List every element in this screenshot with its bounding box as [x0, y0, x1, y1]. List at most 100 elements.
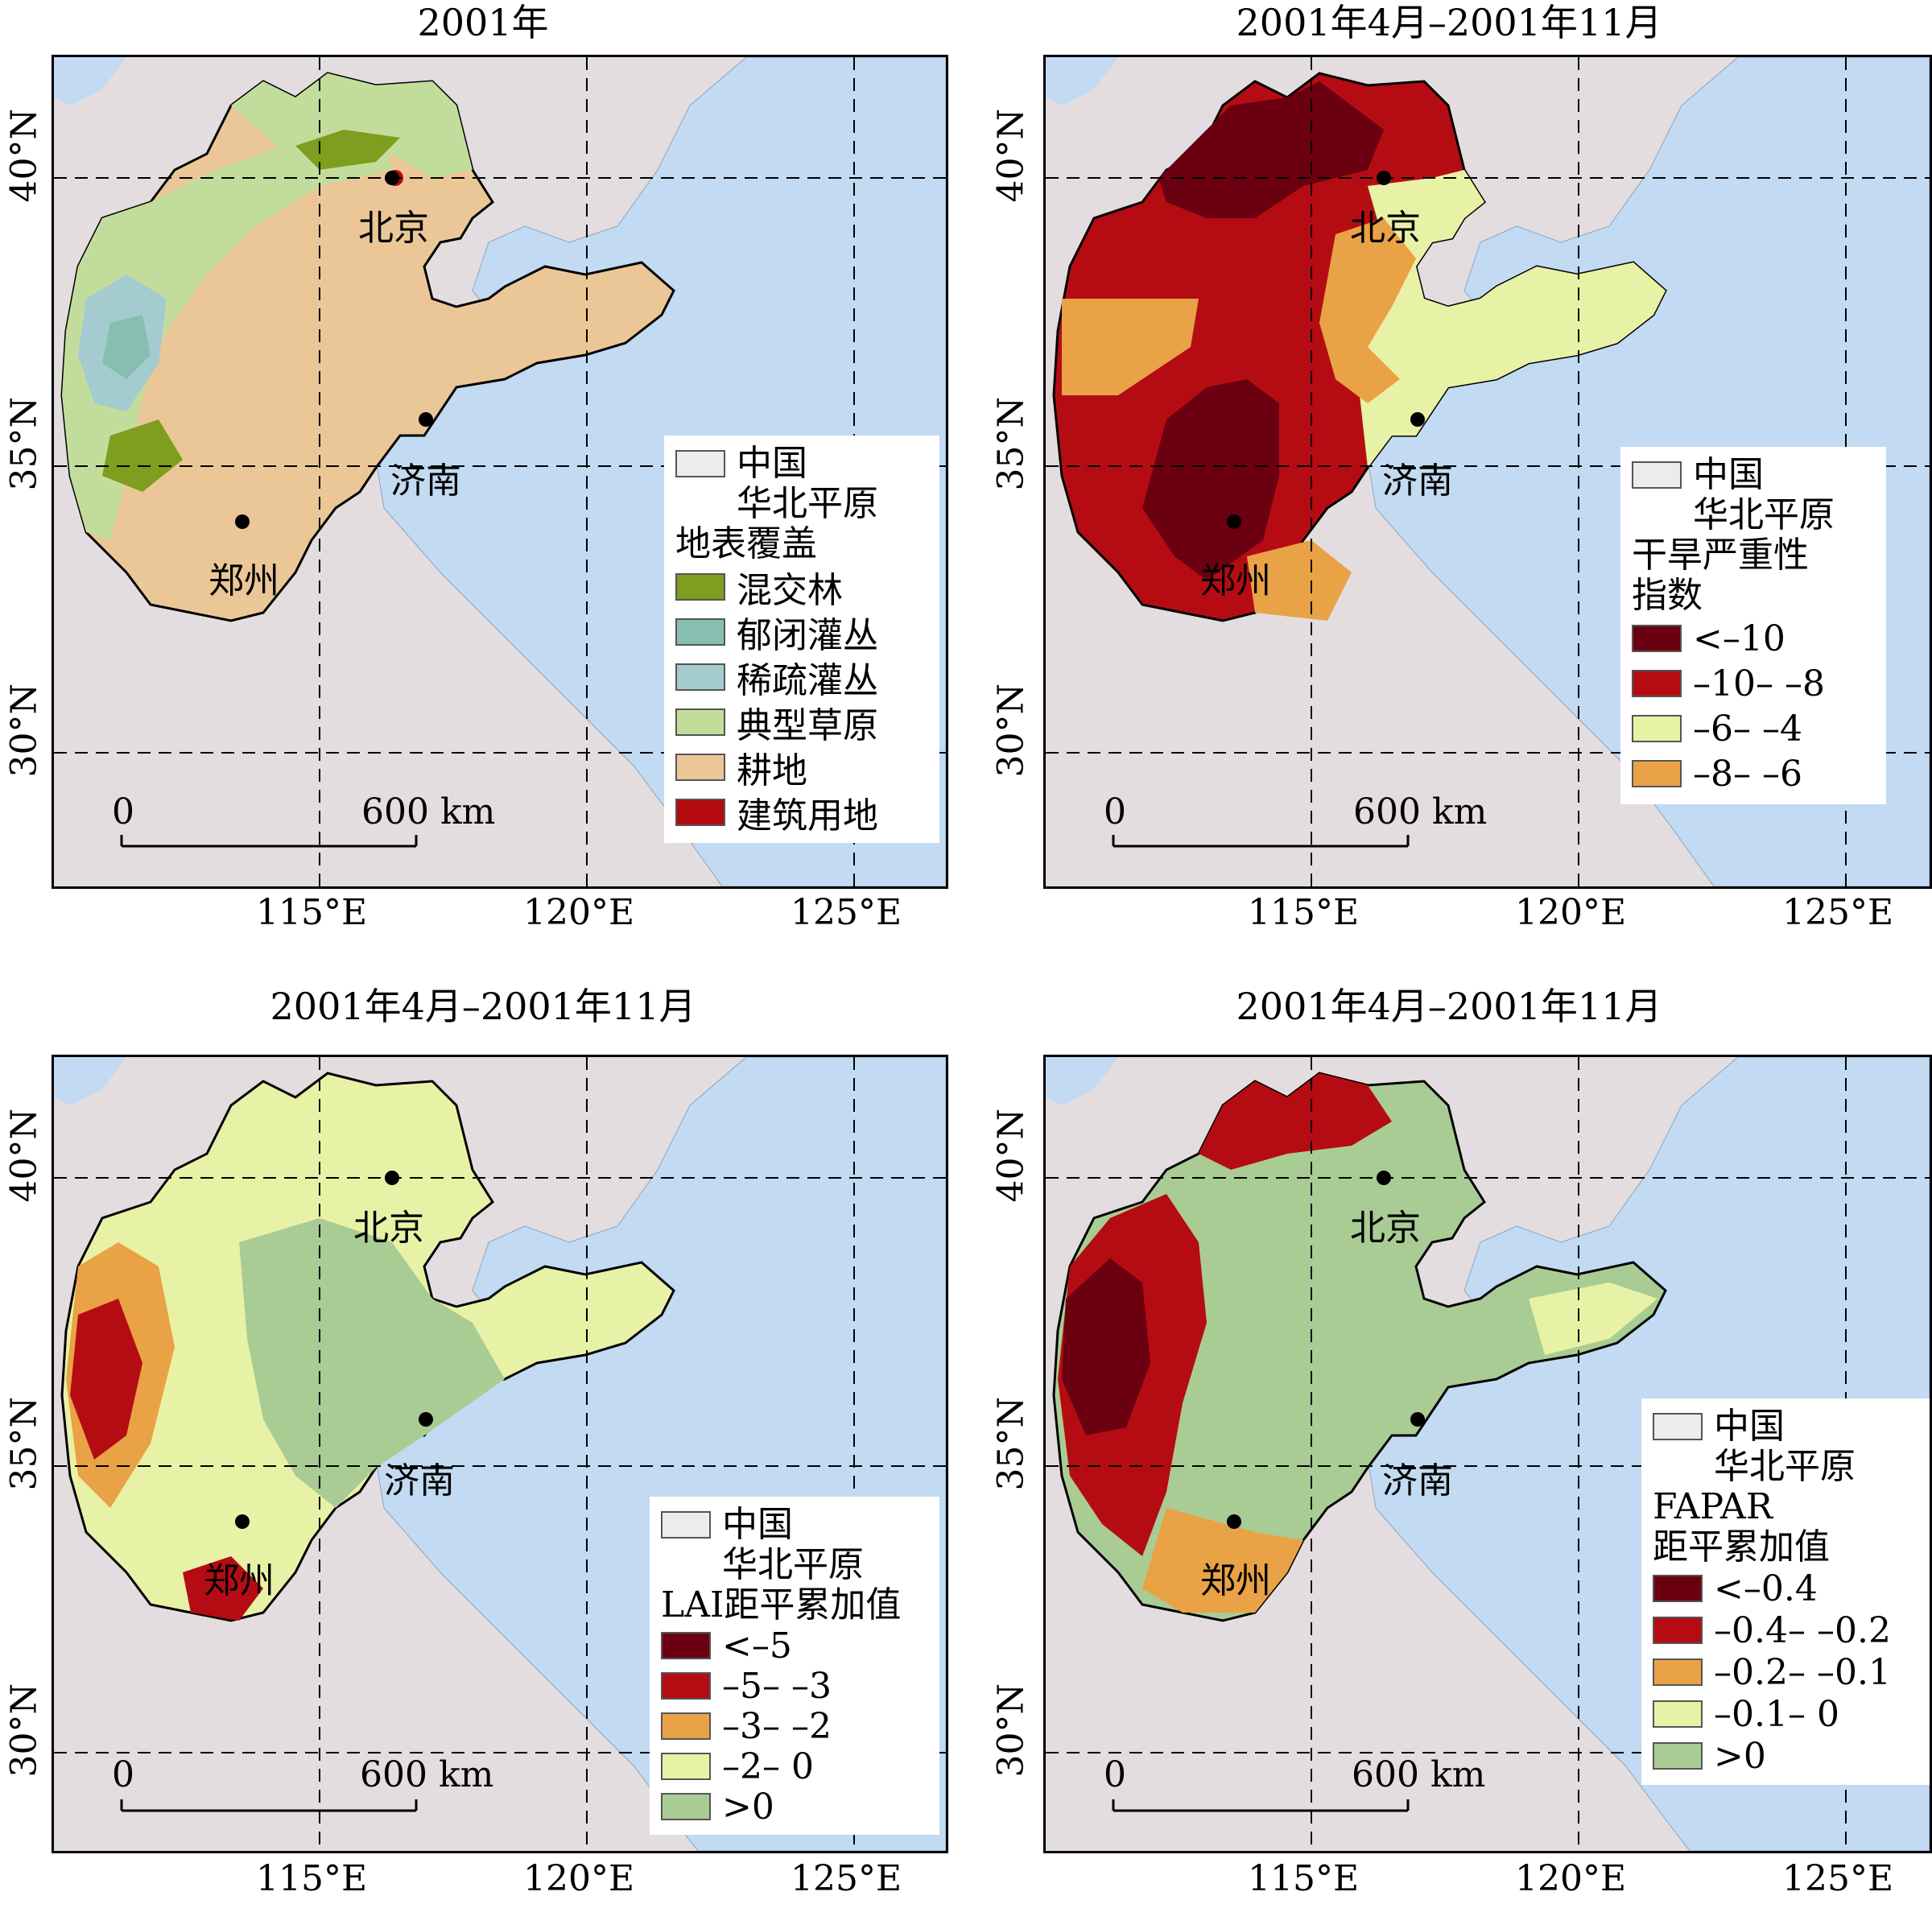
scale-label: 600 km: [1352, 1754, 1486, 1795]
legend-swatch: [1653, 1617, 1703, 1644]
map-frame: 北京 济南 郑州 0 600 km 中国 华北平原 LAI距平累加值 <–5 –5…: [52, 1055, 948, 1853]
legend-title: FAPAR 距平累加值: [1653, 1486, 1830, 1568]
city-label-jinan: 济南: [1382, 461, 1453, 502]
panel-drought-index: 2001年4月–2001年11月 北京 济南 郑州: [966, 0, 1932, 964]
lon-label-125: 125°E: [791, 892, 902, 933]
lat-label-35: 35°N: [990, 397, 1032, 491]
legend-swatch: [1632, 760, 1682, 787]
city-label-zhengzhou: 郑州: [1200, 1560, 1271, 1601]
closed-shrub: [102, 315, 151, 379]
city-label-zhengzhou: 郑州: [1200, 560, 1271, 601]
lon-label-115: 115°E: [256, 892, 368, 933]
lai-strong-west: [70, 1299, 142, 1460]
lon-label-120: 120°E: [1515, 892, 1627, 933]
boundary-swatch: [1653, 1413, 1703, 1440]
lon-label-120: 120°E: [523, 1858, 635, 1899]
lat-label-35: 35°N: [3, 397, 45, 491]
lon-label-115: 115°E: [256, 1858, 368, 1899]
panel-title: 2001年4月–2001年11月: [1236, 985, 1662, 1028]
legend-swatch: [661, 1753, 711, 1780]
city-dot-zhengzhou: [235, 514, 250, 529]
city-label-jinan: 济南: [384, 1460, 455, 1501]
city-label-beijing: 北京: [1350, 1208, 1421, 1249]
panel-land-cover: 2001年 北京 济南 郑州 0: [0, 0, 966, 964]
drought-extreme-north: [1158, 81, 1384, 218]
legend-swatch: [1632, 715, 1682, 742]
lat-label-35: 35°N: [3, 1397, 45, 1491]
boundary-swatch: [661, 1511, 711, 1539]
drought-mild: [1360, 170, 1666, 468]
map-frame: 北京 济南 郑州 0 600 km 中国 华北平原 地表覆盖 混交林 郁闭灌丛 稀…: [52, 55, 948, 889]
lon-label-120: 120°E: [523, 892, 635, 933]
city-label-zhengzhou: 郑州: [204, 1560, 275, 1601]
legend-swatch: [1653, 1700, 1703, 1728]
boundary-swatch: [1632, 461, 1682, 489]
panel-title: 2001年4月–2001年11月: [270, 985, 696, 1028]
sea-northwest-corner: [54, 57, 126, 105]
lat-label-40: 40°N: [3, 109, 45, 203]
scale-zero: 0: [1104, 791, 1126, 832]
panel-title: 2001年: [417, 1, 549, 44]
legend-swatch: [675, 799, 725, 826]
fapar-extreme-west: [1062, 1258, 1150, 1435]
lon-label-115: 115°E: [1248, 892, 1360, 933]
drought-moderate-east: [1319, 218, 1416, 403]
legend-swatch: [1653, 1742, 1703, 1770]
panel-lai-anomaly: 2001年4月–2001年11月 北京 济南 郑州 0 600 km: [0, 964, 966, 1929]
drought-moderate-south: [1247, 540, 1352, 621]
lai-strong-south: [183, 1556, 263, 1621]
lat-label-40: 40°N: [3, 1109, 45, 1203]
legend: 中国 华北平原 LAI距平累加值 <–5 –5– –3 –3– –2 –2– 0 …: [650, 1497, 939, 1835]
lon-label-120: 120°E: [1515, 1858, 1627, 1899]
scale-zero: 0: [1104, 1754, 1126, 1795]
grassland-north: [231, 73, 473, 178]
scale-label: 600 km: [361, 791, 496, 832]
lat-label-30: 30°N: [3, 684, 45, 778]
scale-label: 600 km: [360, 1754, 494, 1795]
legend-swatch: [675, 708, 725, 736]
legend-title: LAI距平累加值: [661, 1584, 902, 1625]
city-label-beijing: 北京: [353, 1208, 424, 1249]
mixed-forest-west: [102, 419, 183, 492]
lat-label-35: 35°N: [990, 1397, 1032, 1491]
legend-swatch: [675, 618, 725, 646]
city-label-beijing: 北京: [358, 208, 429, 249]
legend-title: 干旱严重性 指数: [1632, 535, 1809, 616]
city-dot-jinan: [419, 412, 433, 427]
boundary-swatch: [675, 450, 725, 477]
legend-swatch: [661, 1672, 711, 1700]
lat-label-40: 40°N: [990, 109, 1032, 203]
mixed-forest-north: [295, 130, 400, 170]
legend-swatch: [675, 573, 725, 601]
legend-swatch: [675, 754, 725, 781]
city-label-jinan: 济南: [390, 461, 461, 502]
legend: 中国 华北平原 干旱严重性 指数 <–10 –10– –8 –6– –4 –8– …: [1620, 447, 1886, 804]
drought-moderate-west: [1062, 299, 1199, 395]
scale-zero: 0: [112, 1754, 134, 1795]
fapar-strong-north: [1199, 1073, 1392, 1170]
lat-label-30: 30°N: [990, 1683, 1032, 1778]
scale-label: 600 km: [1353, 791, 1488, 832]
scale-zero: 0: [112, 791, 134, 832]
legend-title: 地表覆盖: [675, 523, 817, 564]
lai-positive: [239, 1218, 505, 1508]
legend-swatch: [1632, 625, 1682, 652]
lat-label-40: 40°N: [990, 1109, 1032, 1203]
lon-label-125: 125°E: [1782, 1858, 1894, 1899]
legend-swatch: [661, 1793, 711, 1820]
legend-swatch: [1653, 1658, 1703, 1686]
panel-fapar-anomaly: 2001年4月–2001年11月 北京 济南 郑州 0: [966, 964, 1932, 1929]
city-dot-beijing: [385, 171, 399, 185]
map-frame: 北京 济南 郑州 0 600 km 中国 华北平原 干旱严重性 指数 <–10 –…: [1043, 55, 1932, 889]
lat-label-30: 30°N: [3, 1683, 45, 1778]
fapar-moderate-south: [1142, 1508, 1303, 1613]
city-label-jinan: 济南: [1382, 1460, 1453, 1501]
grassland-west: [62, 105, 392, 540]
panel-title: 2001年4月–2001年11月: [1236, 1, 1662, 44]
fapar-positive: [1052, 1072, 1667, 1622]
legend-boundary: 中国 华北平原: [675, 444, 928, 524]
legend: 中国 华北平原 FAPAR 距平累加值 <–0.4 –0.4– –0.2 –0.2…: [1641, 1398, 1930, 1785]
lon-label-115: 115°E: [1248, 1858, 1360, 1899]
legend-swatch: [661, 1632, 711, 1659]
legend-swatch: [661, 1712, 711, 1740]
